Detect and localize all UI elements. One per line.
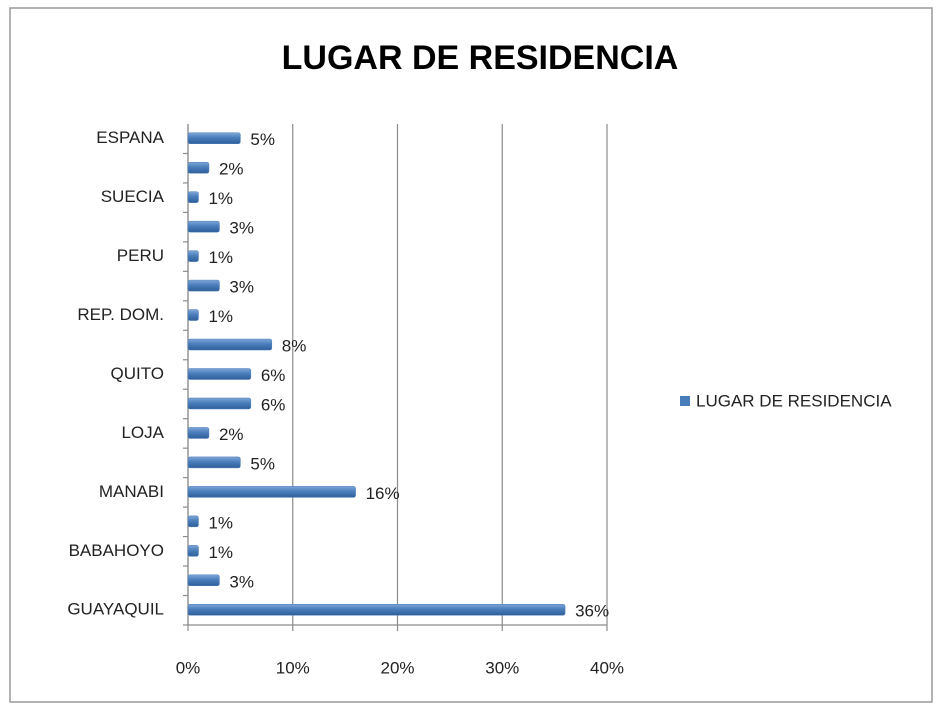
chart-border	[9, 7, 933, 703]
data-label: 1%	[208, 248, 233, 267]
data-label: 8%	[282, 337, 307, 356]
x-tick-label: 30%	[485, 658, 519, 677]
bar	[187, 161, 210, 174]
y-tick-label: PERU	[117, 246, 164, 265]
bar	[187, 604, 566, 616]
data-label: 5%	[250, 130, 275, 149]
y-tick-label: BABAHOYO	[69, 541, 164, 560]
data-label: 36%	[575, 602, 609, 621]
bar	[187, 545, 199, 557]
data-label: 3%	[229, 278, 254, 297]
x-tick-label: 10%	[276, 658, 310, 677]
x-tick-label: 40%	[590, 658, 624, 677]
chart-title: LUGAR DE RESIDENCIA	[282, 39, 679, 77]
bar	[187, 368, 252, 380]
data-label: 6%	[261, 366, 286, 385]
data-label: 1%	[208, 307, 233, 326]
bar	[187, 220, 220, 233]
x-tick-label: 0%	[176, 658, 201, 677]
data-label: 3%	[229, 219, 254, 238]
data-label: 2%	[219, 160, 244, 179]
data-label: 1%	[208, 513, 233, 532]
bar	[187, 427, 210, 439]
bar	[187, 574, 220, 587]
bar	[187, 132, 241, 144]
y-tick-label: MANABI	[99, 482, 164, 501]
y-tick-label: QUITO	[110, 364, 164, 383]
y-tick-label: LOJA	[121, 423, 164, 442]
data-label: 1%	[208, 189, 233, 208]
bar	[187, 486, 356, 498]
data-label: 3%	[229, 572, 254, 591]
data-label: 16%	[366, 484, 400, 503]
y-tick-label: REP. DOM.	[77, 305, 164, 324]
y-tick-label: GUAYAQUIL	[67, 600, 164, 619]
data-label: 5%	[250, 454, 275, 473]
x-tick-label: 20%	[380, 658, 414, 677]
bar	[187, 338, 273, 351]
bar	[187, 397, 252, 410]
bar	[187, 515, 199, 528]
data-label: 1%	[208, 543, 233, 562]
bar	[187, 279, 220, 292]
legend-label: LUGAR DE RESIDENCIA	[696, 391, 892, 410]
y-tick-label: ESPANA	[96, 128, 164, 147]
data-label: 6%	[261, 395, 286, 414]
bar	[187, 309, 199, 321]
bar	[187, 191, 199, 203]
bar	[187, 456, 241, 469]
legend-swatch	[680, 396, 690, 406]
bar	[187, 250, 199, 262]
data-label: 2%	[219, 425, 244, 444]
y-tick-label: SUECIA	[101, 187, 165, 206]
